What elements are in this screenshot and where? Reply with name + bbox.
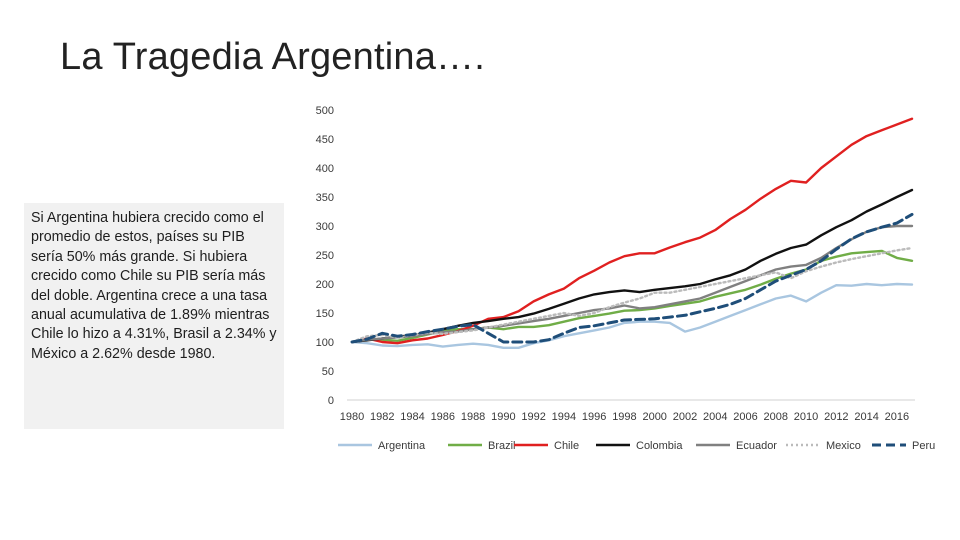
y-tick-label: 150 bbox=[316, 308, 334, 320]
legend-label-colombia: Colombia bbox=[636, 440, 683, 452]
y-tick-label: 450 bbox=[316, 134, 334, 146]
x-tick-label: 2010 bbox=[794, 411, 818, 423]
x-tick-label: 1984 bbox=[400, 411, 424, 423]
x-tick-label: 1996 bbox=[582, 411, 606, 423]
legend-label-chile: Chile bbox=[554, 440, 579, 452]
slide-title: La Tragedia Argentina…. bbox=[60, 36, 485, 78]
x-tick-label: 1994 bbox=[552, 411, 576, 423]
note-box: Si Argentina hubiera crecido como el pro… bbox=[24, 203, 284, 429]
x-tick-label: 1992 bbox=[521, 411, 545, 423]
legend-label-brazil: Brazil bbox=[488, 440, 516, 452]
y-tick-label: 200 bbox=[316, 279, 334, 291]
y-tick-label: 400 bbox=[316, 163, 334, 175]
y-tick-label: 250 bbox=[316, 250, 334, 262]
y-tick-label: 350 bbox=[316, 192, 334, 204]
x-tick-label: 1980 bbox=[340, 411, 364, 423]
series-line-argentina bbox=[350, 282, 914, 350]
series-line-peru bbox=[350, 212, 914, 344]
series-line-mexico bbox=[350, 246, 914, 344]
x-tick-label: 2004 bbox=[703, 411, 727, 423]
y-tick-label: 100 bbox=[316, 337, 334, 349]
x-tick-label: 1990 bbox=[491, 411, 515, 423]
note-text: Si Argentina hubiera crecido como el pro… bbox=[31, 210, 277, 362]
legend-label-argentina: Argentina bbox=[378, 440, 426, 452]
x-tick-label: 2014 bbox=[854, 411, 878, 423]
y-tick-label: 300 bbox=[316, 221, 334, 233]
legend-label-mexico: Mexico bbox=[826, 440, 861, 452]
series-line-ecuador bbox=[350, 224, 914, 344]
x-tick-label: 2016 bbox=[885, 411, 909, 423]
x-tick-label: 2012 bbox=[824, 411, 848, 423]
x-tick-label: 2006 bbox=[733, 411, 757, 423]
x-tick-label: 1998 bbox=[612, 411, 636, 423]
legend-label-peru: Peru bbox=[912, 440, 935, 452]
legend-label-ecuador: Ecuador bbox=[736, 440, 777, 452]
series-line-brazil bbox=[350, 249, 914, 344]
x-tick-label: 2000 bbox=[642, 411, 666, 423]
y-tick-label: 0 bbox=[328, 395, 334, 407]
x-axis: 1980 1982 1984 1986 1988 1990 1992 1994 1996 1998… bbox=[340, 411, 909, 423]
y-axis: 0 50 100 150 200 250 300 350 400 450 500 bbox=[316, 105, 334, 407]
x-tick-label: 1988 bbox=[461, 411, 485, 423]
legend: Argentina Brazil Chile Colombia Ecuador Mexic… bbox=[338, 440, 935, 452]
series-lines bbox=[350, 117, 914, 350]
x-tick-label: 2008 bbox=[764, 411, 788, 423]
y-tick-label: 50 bbox=[322, 366, 334, 378]
y-tick-label: 500 bbox=[316, 105, 334, 117]
x-tick-label: 1986 bbox=[431, 411, 455, 423]
x-tick-label: 1982 bbox=[370, 411, 394, 423]
x-tick-label: 2002 bbox=[673, 411, 697, 423]
series-line-colombia bbox=[350, 188, 914, 344]
